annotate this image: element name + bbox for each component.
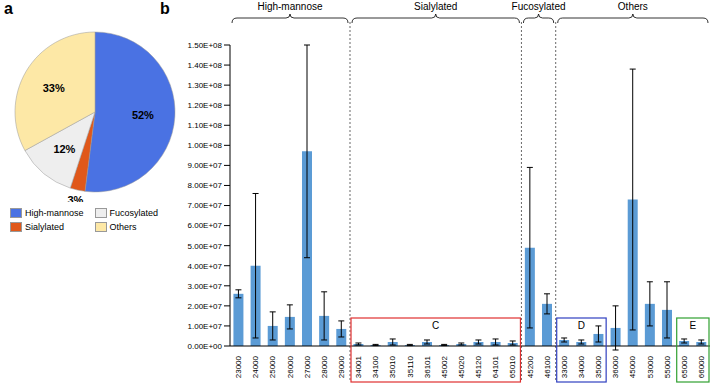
svg-text:45002: 45002 [440,355,449,378]
svg-text:High-mannose: High-mannose [257,1,322,12]
svg-text:35000: 35000 [594,355,603,378]
svg-text:34001: 34001 [354,355,363,378]
svg-text:23000: 23000 [234,355,243,378]
svg-text:29000: 29000 [337,355,346,378]
svg-text:2.00E+07: 2.00E+07 [188,302,223,311]
svg-text:35110: 35110 [406,355,415,377]
svg-text:36000: 36000 [611,355,620,378]
svg-text:4.00E+07: 4.00E+07 [188,262,223,271]
svg-text:3%: 3% [67,194,83,202]
svg-text:34000: 34000 [577,355,586,378]
svg-text:3.00E+07: 3.00E+07 [188,282,223,291]
svg-text:Others: Others [618,1,648,12]
svg-text:12%: 12% [53,143,75,155]
svg-text:6.00E+07: 6.00E+07 [188,221,223,230]
svg-text:1.10E+08: 1.10E+08 [188,121,223,130]
svg-text:64101: 64101 [491,355,500,378]
html-text:Others: Others [109,222,137,232]
svg-text:8.00E+07: 8.00E+07 [188,181,223,190]
svg-text:Fucosylated: Fucosylated [512,1,566,12]
svg-text:1.00E+07: 1.00E+07 [188,322,223,331]
svg-text:E: E [690,320,697,331]
svg-text:55000: 55000 [663,355,672,378]
svg-text:0.00E+00: 0.00E+00 [188,342,223,351]
svg-text:35010: 35010 [388,355,397,378]
svg-text:1.40E+08: 1.40E+08 [188,61,223,70]
svg-text:65000: 65000 [680,355,689,378]
svg-text:C: C [432,320,439,331]
svg-text:65010: 65010 [508,355,517,378]
html-text:b: b [160,0,170,17]
svg-text:27000: 27000 [303,355,312,378]
svg-text:33%: 33% [43,82,65,94]
svg-text:9.00E+07: 9.00E+07 [188,161,223,170]
svg-text:26000: 26000 [286,355,295,378]
svg-text:1.30E+08: 1.30E+08 [188,81,223,90]
svg-text:1.20E+08: 1.20E+08 [188,101,223,110]
html-text:High-mannose: High-mannose [25,208,84,218]
svg-text:7.00E+07: 7.00E+07 [188,201,223,210]
svg-text:45000: 45000 [628,355,637,378]
svg-text:46100: 46100 [543,355,552,378]
svg-text:52%: 52% [132,109,154,121]
svg-text:24000: 24000 [251,355,260,378]
svg-text:5.00E+07: 5.00E+07 [188,242,223,251]
svg-text:Sialylated: Sialylated [414,1,457,12]
svg-text:1.50E+08: 1.50E+08 [188,41,223,50]
svg-text:45020: 45020 [457,355,466,378]
svg-text:1.00E+08: 1.00E+08 [188,141,223,150]
svg-text:D: D [578,320,585,331]
html-text:Sialylated: Sialylated [25,222,64,232]
html-text:Fucosylated: Fucosylated [109,208,158,218]
svg-text:66000: 66000 [697,355,706,378]
svg-text:36101: 36101 [423,355,432,378]
svg-text:53000: 53000 [646,355,655,378]
svg-text:34100: 34100 [371,355,380,378]
svg-text:33000: 33000 [560,355,569,378]
html-text:a: a [4,0,13,17]
svg-text:45200: 45200 [526,355,535,378]
svg-text:28000: 28000 [320,355,329,378]
svg-text:25000: 25000 [268,355,277,378]
svg-text:45120: 45120 [474,355,483,378]
